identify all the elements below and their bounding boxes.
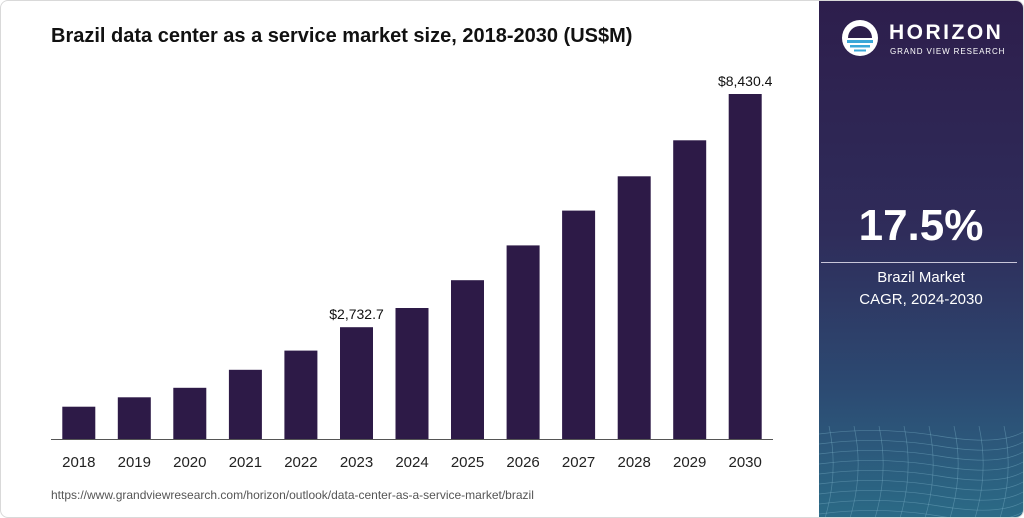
brand-logo: HORIZON GRAND VIEW RESEARCH: [841, 19, 1011, 63]
bar-2022: [284, 350, 318, 439]
bar-chart: 2018 2019 2020 2021 2022 2023 2024 2025 2026 2027…: [51, 73, 773, 471]
tick-label-2024: 2024: [395, 454, 428, 471]
tick-label-2028: 2028: [618, 454, 651, 471]
horizon-logo-icon: [842, 20, 878, 56]
chart-title: Brazil data center as a service market s…: [51, 25, 633, 47]
bar-2025: [451, 280, 484, 439]
tick-label-2025: 2025: [451, 454, 484, 471]
divider: [821, 262, 1017, 263]
bar-2027: [562, 210, 596, 439]
bar-2028: [617, 176, 651, 440]
bar-2019: [117, 397, 151, 439]
tick-label-2030: 2030: [729, 454, 762, 471]
cagr-value: 17.5%: [858, 201, 984, 250]
bar-2024: [395, 308, 429, 439]
tick-label-2021: 2021: [229, 454, 262, 471]
tick-label-2023: 2023: [340, 454, 373, 471]
bar-2018: [62, 406, 96, 439]
decorative-mesh: [819, 426, 1023, 517]
tick-label-2020: 2020: [173, 454, 206, 471]
bar-2021: [228, 369, 262, 439]
bar-2030: [728, 94, 762, 439]
cagr-label-period: CAGR, 2024-2030: [859, 291, 983, 308]
brand-tagline: GRAND VIEW RESEARCH: [890, 47, 1006, 56]
bar-2026: [506, 245, 540, 439]
tick-label-2029: 2029: [673, 454, 706, 471]
cagr-label-market: Brazil Market: [877, 269, 965, 286]
tick-label-2019: 2019: [118, 454, 151, 471]
bar-2023: [340, 327, 373, 439]
tick-label-2018: 2018: [62, 454, 95, 471]
stat-panel: HORIZON GRAND VIEW RESEARCH 17.5% Brazil…: [819, 1, 1023, 517]
brand-name: HORIZON: [889, 21, 1004, 44]
data-label-2023: $2,732.7: [329, 306, 384, 322]
tick-label-2027: 2027: [562, 454, 595, 471]
tick-label-2026: 2026: [506, 454, 539, 471]
tick-label-2022: 2022: [284, 454, 317, 471]
data-label-2030: $8,430.4: [718, 73, 773, 89]
source-url[interactable]: https://www.grandviewresearch.com/horizo…: [51, 488, 534, 502]
bar-2029: [673, 140, 707, 440]
bar-2020: [173, 387, 207, 439]
